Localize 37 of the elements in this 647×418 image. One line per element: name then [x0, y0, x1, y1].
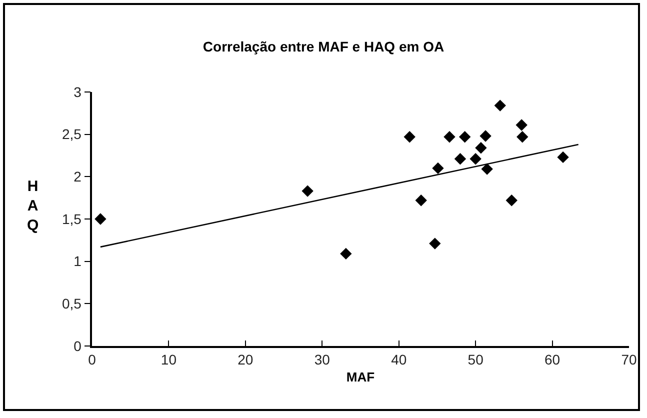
- x-tick-label: 50: [468, 352, 484, 368]
- x-tick-label: 10: [160, 352, 177, 368]
- point: [475, 142, 487, 154]
- point: [494, 100, 506, 112]
- x-tick-label: 70: [621, 352, 637, 368]
- y-tick-label: 2: [74, 168, 82, 185]
- point: [481, 163, 493, 175]
- point: [516, 119, 528, 131]
- point: [516, 131, 528, 143]
- point: [470, 153, 482, 165]
- point: [429, 238, 441, 250]
- point: [404, 131, 416, 143]
- point: [340, 248, 352, 260]
- point: [94, 213, 106, 225]
- x-tick-label: 0: [88, 352, 96, 368]
- x-tick-label: 60: [544, 352, 560, 368]
- point: [480, 130, 492, 142]
- y-tick-label: 3: [74, 84, 82, 100]
- x-tick-label: 20: [238, 352, 254, 368]
- chart-title: Correlação entre MAF e HAQ em OA: [202, 38, 444, 55]
- point: [506, 194, 518, 206]
- y-axis-title: HAQ: [27, 178, 39, 234]
- y-tick-label: 2,5: [62, 126, 82, 142]
- point: [458, 131, 471, 143]
- point: [432, 162, 444, 174]
- y-tick-label: 0,5: [62, 296, 82, 312]
- y-tick-label: 1: [74, 253, 82, 270]
- x-tick-label: 40: [391, 352, 407, 368]
- point: [302, 185, 314, 197]
- y-tick-label: 1,5: [62, 210, 82, 227]
- point: [415, 194, 427, 206]
- y-tick-label: 0: [74, 338, 82, 354]
- x-axis-title: MAF: [346, 370, 375, 385]
- point: [444, 131, 456, 143]
- point: [557, 151, 569, 164]
- x-tick-label: 30: [314, 352, 330, 368]
- point: [454, 153, 466, 165]
